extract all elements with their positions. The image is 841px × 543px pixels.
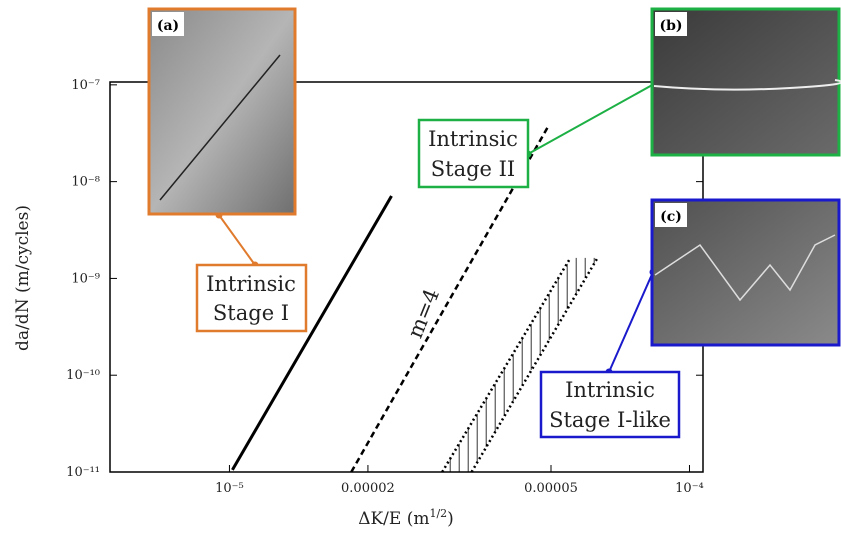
crack (654, 234, 836, 302)
y-tick-label: 10⁻¹¹ (66, 465, 100, 480)
data-line (231, 195, 393, 471)
data-line (441, 257, 572, 473)
x-label-sup: 1/2 (429, 507, 447, 520)
connector (218, 214, 256, 266)
crack (159, 54, 281, 201)
annotation: Stage I (213, 301, 289, 325)
annotation: Stage II (431, 157, 515, 181)
data-line (470, 257, 599, 473)
inset-label: (a) (157, 18, 179, 34)
inset-label-bg (655, 203, 687, 227)
slope-label: m=4 (403, 285, 444, 341)
annotation: Intrinsic (206, 272, 296, 296)
inset-label: (c) (660, 209, 682, 225)
y-axis-label: da/dN (m/cycles) (13, 205, 33, 351)
annotation: Stage I-like (549, 408, 671, 432)
annotation-box (195, 263, 308, 333)
x-label-end: ) (447, 509, 454, 529)
y-tick-label: 10⁻⁷ (71, 78, 100, 93)
inset-label: (b) (659, 18, 682, 34)
x-axis-label: ΔK/E (m1/2) (358, 507, 454, 529)
annotation: Intrinsic (565, 378, 655, 402)
inset-label-bg (655, 12, 687, 36)
x-tick-label: 10⁻⁴ (675, 481, 704, 496)
x-tick-label: 10⁻⁵ (215, 481, 244, 496)
x-label-main: ΔK/E (m (358, 509, 429, 529)
annotation: Intrinsic (428, 127, 518, 151)
plot-area: 10⁻¹¹ 10⁻¹⁰ 10⁻⁹ 10⁻⁸ 10⁻⁷ 10⁻⁵ 0.00002 0.00005… (66, 78, 704, 496)
y-tick-label: 10⁻⁹ (71, 271, 100, 286)
x-tick-label: 0.00005 (524, 481, 578, 496)
inset-image (147, 7, 297, 216)
y-tick-label: 10⁻¹⁰ (66, 368, 100, 383)
connector (527, 83, 655, 155)
x-tick-label: 0.00002 (341, 481, 395, 496)
annotation-box (417, 118, 530, 189)
y-tick-label: 10⁻⁸ (71, 175, 100, 190)
inset-label-bg (152, 12, 184, 36)
connector (608, 271, 654, 373)
annotation-box (539, 370, 681, 439)
